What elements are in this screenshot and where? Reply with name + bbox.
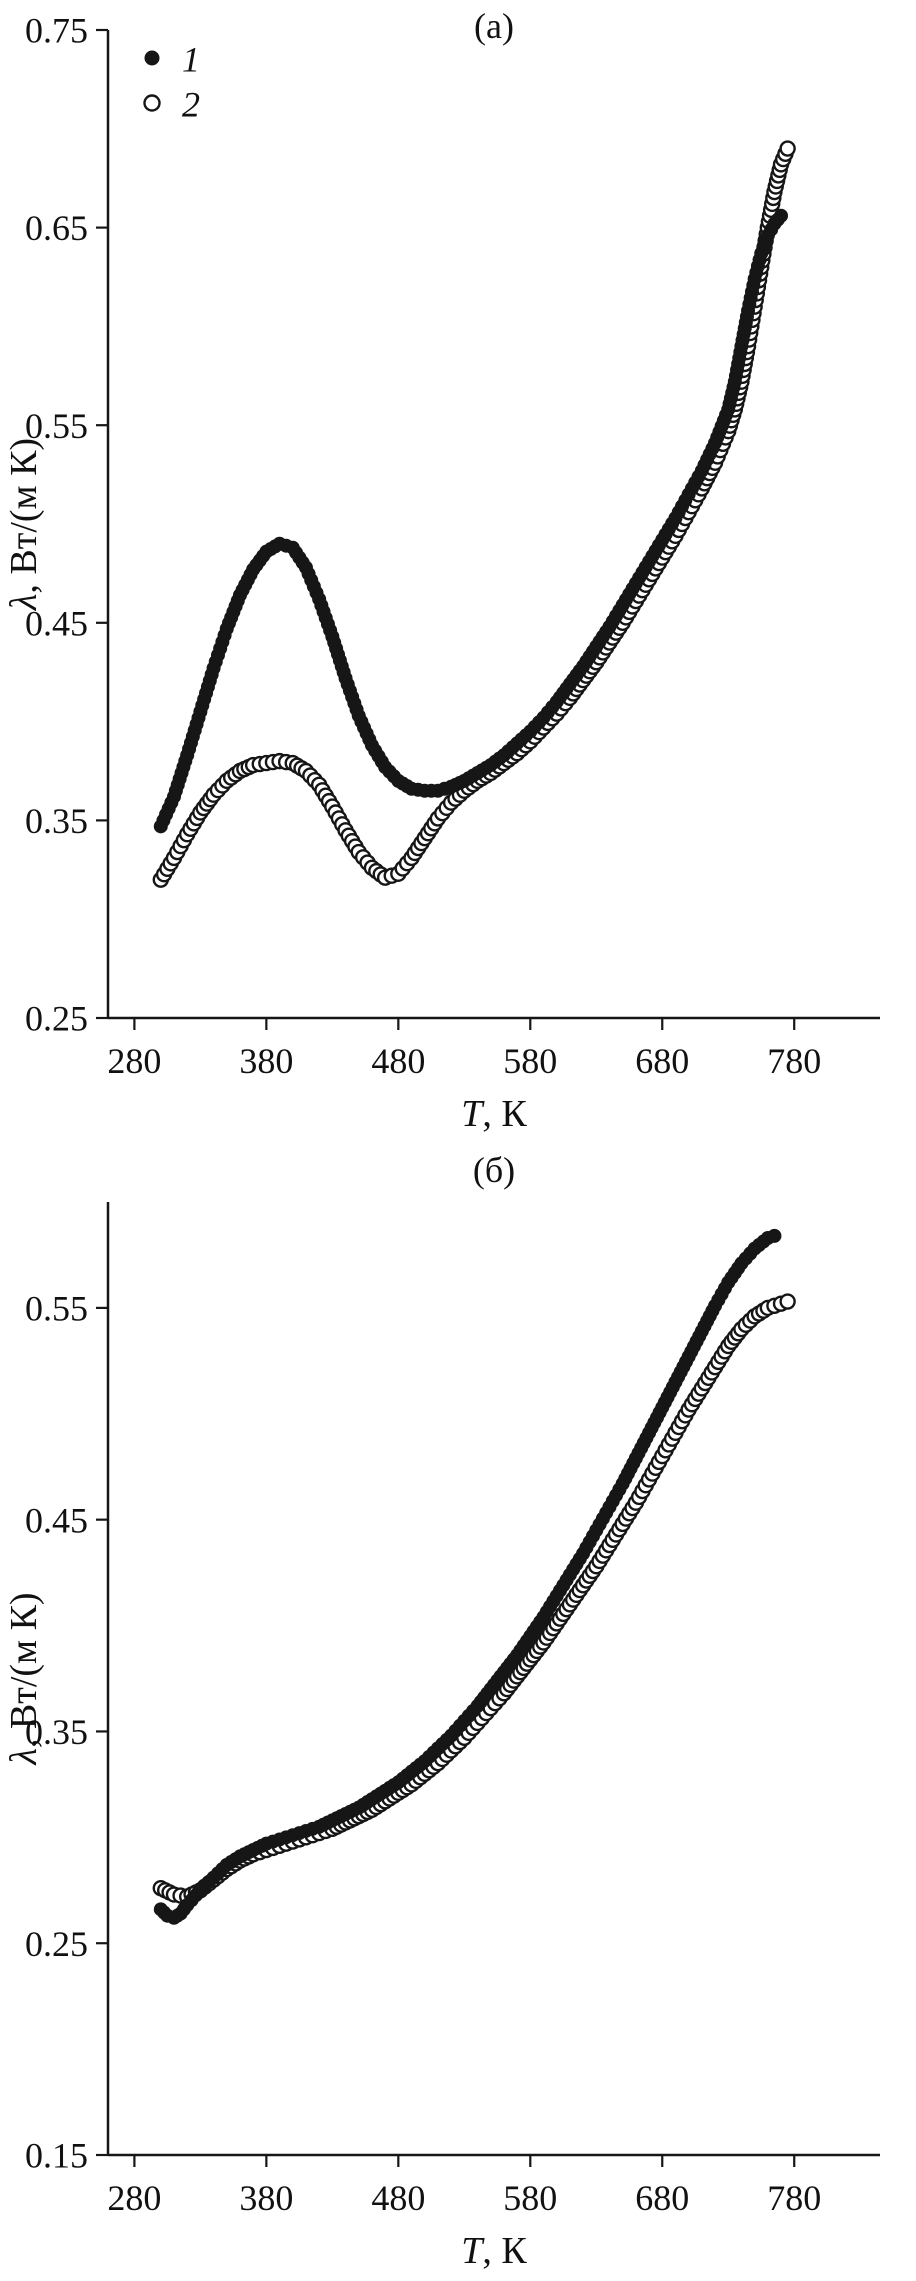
chart-panel-a: 280 380 480 580 680 780 0.25 0.35 0.45 0.55 0.65 0.… [0, 0, 916, 1140]
x-axis-label: T, К [461, 2230, 527, 2272]
x-tick-label: 680 [635, 1041, 689, 1081]
x-tick-label: 480 [371, 2178, 425, 2218]
series-2 [152, 1293, 796, 1905]
x-tick-label: 580 [503, 2178, 557, 2218]
data-point-series-2 [779, 1293, 796, 1310]
chart-panel-b: 280 380 480 580 680 780 0.15 0.25 0.35 0.45 0.55 (б… [0, 1140, 916, 2281]
legend: 12 [143, 40, 200, 125]
legend-label: 2 [182, 85, 200, 125]
y-tick-label: 0.55 [25, 1288, 88, 1328]
x-tick-label: 280 [107, 2178, 161, 2218]
legend-filled-circle-icon [144, 50, 160, 66]
chart-a-svg: 280 380 480 580 680 780 0.25 0.35 0.45 0.55 0.65 0.… [0, 0, 916, 1140]
series-1 [153, 1228, 782, 1925]
x-tick-label: 380 [239, 2178, 293, 2218]
panel-title: (а) [474, 6, 514, 46]
x-tick-label: 780 [767, 2178, 821, 2218]
x-tick-label: 680 [635, 2178, 689, 2218]
legend-label: 1 [182, 40, 200, 80]
y-axis-label: λ, Вт/(м К) [3, 1592, 45, 1765]
panel-title: (б) [473, 1150, 515, 1190]
x-tick-label: 280 [107, 1041, 161, 1081]
y-tick-label: 0.15 [25, 2136, 88, 2176]
series-1 [153, 208, 789, 834]
y-tick-label: 0.65 [25, 208, 88, 248]
chart-b-svg: 280 380 480 580 680 780 0.15 0.25 0.35 0.45 0.55 (б… [0, 1140, 916, 2281]
y-tick-label: 0.75 [25, 11, 88, 51]
y-tick-label: 0.45 [25, 603, 88, 643]
y-tick-label: 0.45 [25, 1500, 88, 1540]
legend-open-circle-icon [143, 94, 161, 112]
y-tick-label: 0.35 [25, 801, 88, 841]
data-point-series-2 [779, 140, 796, 157]
data-point-series-1 [774, 208, 789, 223]
y-tick-label: 0.55 [25, 406, 88, 446]
x-tick-label: 780 [767, 1041, 821, 1081]
data-point-series-1 [767, 1228, 782, 1243]
y-axis-label: λ, Вт/(м К) [3, 438, 45, 611]
y-tick-label: 0.35 [25, 1712, 88, 1752]
x-axis-label: T, К [461, 1093, 527, 1135]
x-tick-label: 580 [503, 1041, 557, 1081]
y-tick-label: 0.25 [25, 1924, 88, 1964]
y-tick-label: 0.25 [25, 999, 88, 1039]
x-tick-label: 380 [239, 1041, 293, 1081]
x-tick-label: 480 [371, 1041, 425, 1081]
